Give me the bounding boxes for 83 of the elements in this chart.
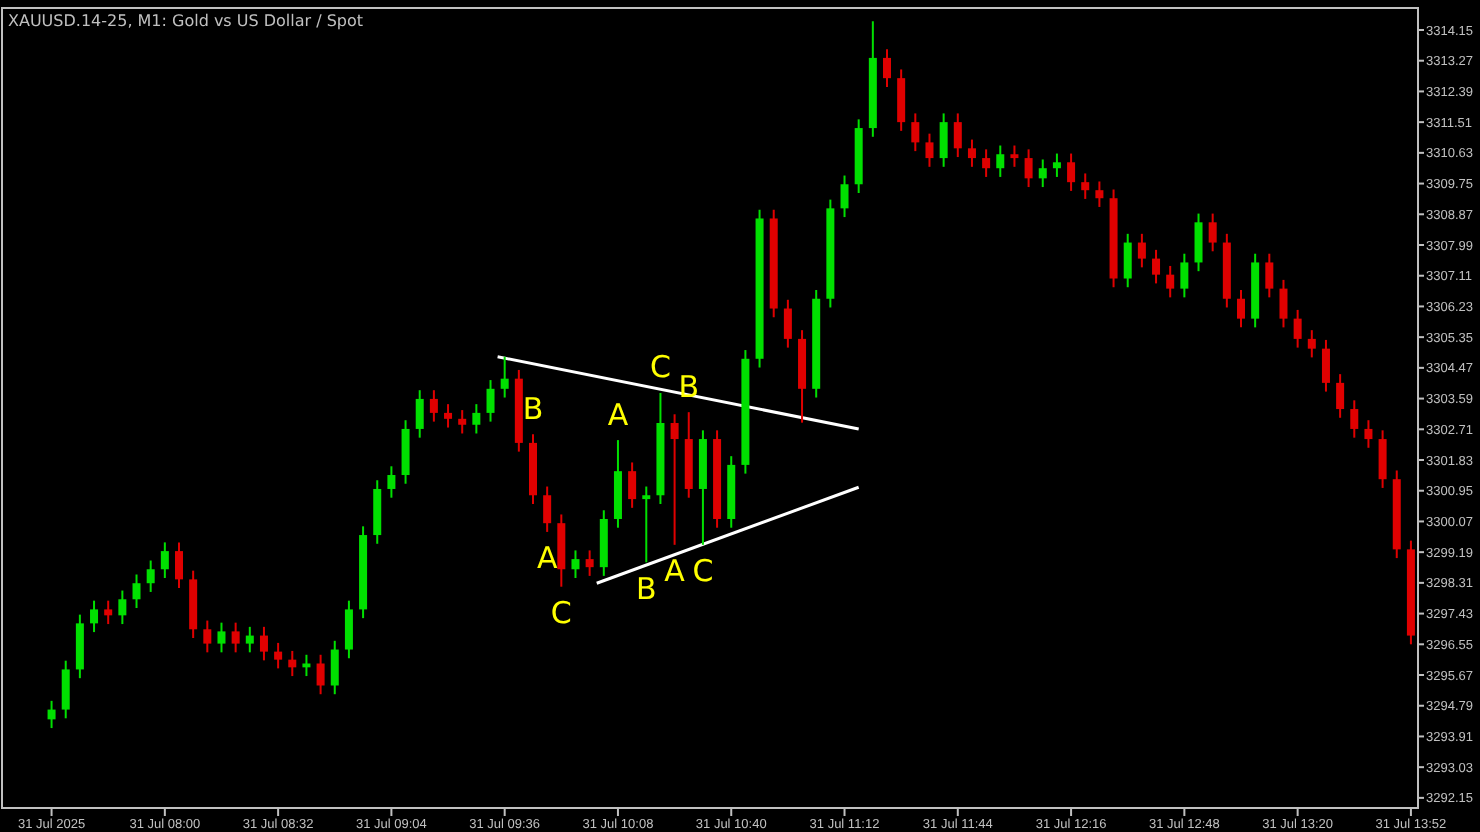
candlestick: [288, 649, 297, 678]
candlestick: [911, 112, 920, 153]
candlestick: [982, 148, 991, 178]
candlestick: [429, 389, 438, 423]
candlestick: [1208, 212, 1217, 253]
candlestick: [1293, 308, 1302, 349]
candlestick: [1067, 152, 1076, 192]
candlestick: [217, 621, 226, 654]
candlestick: [47, 699, 56, 730]
candlestick: [444, 403, 453, 429]
candlestick: [953, 112, 962, 159]
candlestick: [1081, 172, 1090, 200]
candlestick: [783, 298, 792, 349]
annotation: A: [536, 540, 559, 577]
candlestick: [500, 355, 509, 399]
candlestick: [75, 613, 84, 680]
candlestick: [104, 599, 113, 626]
candlestick: [132, 573, 141, 609]
annotation: A: [664, 553, 687, 590]
candlestick: [613, 439, 622, 529]
candlestick: [571, 549, 580, 579]
candlestick: [259, 625, 268, 662]
candlestick: [1237, 289, 1245, 329]
candlestick: [543, 485, 552, 533]
candlestick: [1095, 180, 1104, 208]
candlestick: [231, 621, 240, 654]
candlestick: [160, 541, 169, 579]
candlestick: [458, 409, 467, 435]
candlestick: [1265, 252, 1274, 299]
candlestick: [897, 68, 906, 132]
candlestick: [557, 513, 566, 588]
candlestick: [1321, 338, 1330, 393]
candlestick: [996, 144, 1005, 178]
candlestick: [1336, 373, 1345, 419]
candlestick: [925, 132, 934, 168]
annotation: B: [522, 390, 544, 427]
candlestick: [373, 479, 382, 545]
candlestick: [401, 419, 410, 485]
candlestick: [1180, 252, 1189, 299]
candlestick: [146, 559, 155, 593]
candlestick: [1010, 144, 1019, 168]
annotation: A: [607, 396, 630, 433]
candlestick: [472, 403, 481, 435]
candlestick: [1194, 212, 1203, 273]
candlestick: [1052, 152, 1061, 178]
candlestick: [245, 625, 254, 654]
candlestick: [1378, 429, 1387, 489]
candlestick: [840, 174, 849, 219]
candlestick: [344, 599, 353, 660]
candlestick: [1123, 232, 1132, 289]
candlestick: [1137, 232, 1146, 269]
annotation: C: [649, 349, 671, 386]
annotation: C: [550, 595, 572, 632]
candlestick: [1152, 248, 1161, 285]
candlestick: [486, 379, 495, 423]
candlestick: [1350, 399, 1359, 439]
candlestick: [1038, 158, 1047, 189]
candlestick: [175, 541, 183, 590]
candlestick: [316, 653, 325, 696]
chart-title: XAUUSD.14-25, M1: Gold vs US Dollar / Spot: [8, 12, 364, 30]
candlestick: [642, 485, 651, 564]
candlestick: [302, 653, 311, 678]
candlestick: [967, 138, 976, 168]
candlestick: [274, 641, 283, 670]
candlestick: [1364, 419, 1373, 449]
candlestick: [415, 389, 424, 439]
candlestick: [90, 599, 99, 634]
candlestick: [1024, 148, 1033, 189]
candlestick: [585, 549, 594, 577]
annotation: B: [635, 570, 657, 607]
candlestick: [61, 659, 70, 720]
candlestick: [203, 619, 212, 654]
candlestick: [387, 465, 396, 499]
candlestick: [1279, 278, 1288, 329]
candlestick: [118, 589, 127, 626]
candlestick: [1307, 329, 1316, 359]
candlestick: [330, 639, 339, 696]
candlestick: [883, 48, 891, 88]
candlestick: [670, 413, 679, 546]
annotation: C: [692, 553, 714, 590]
candlestick: [1166, 264, 1175, 299]
candlestick: [939, 112, 948, 168]
candlestick: [628, 461, 637, 509]
